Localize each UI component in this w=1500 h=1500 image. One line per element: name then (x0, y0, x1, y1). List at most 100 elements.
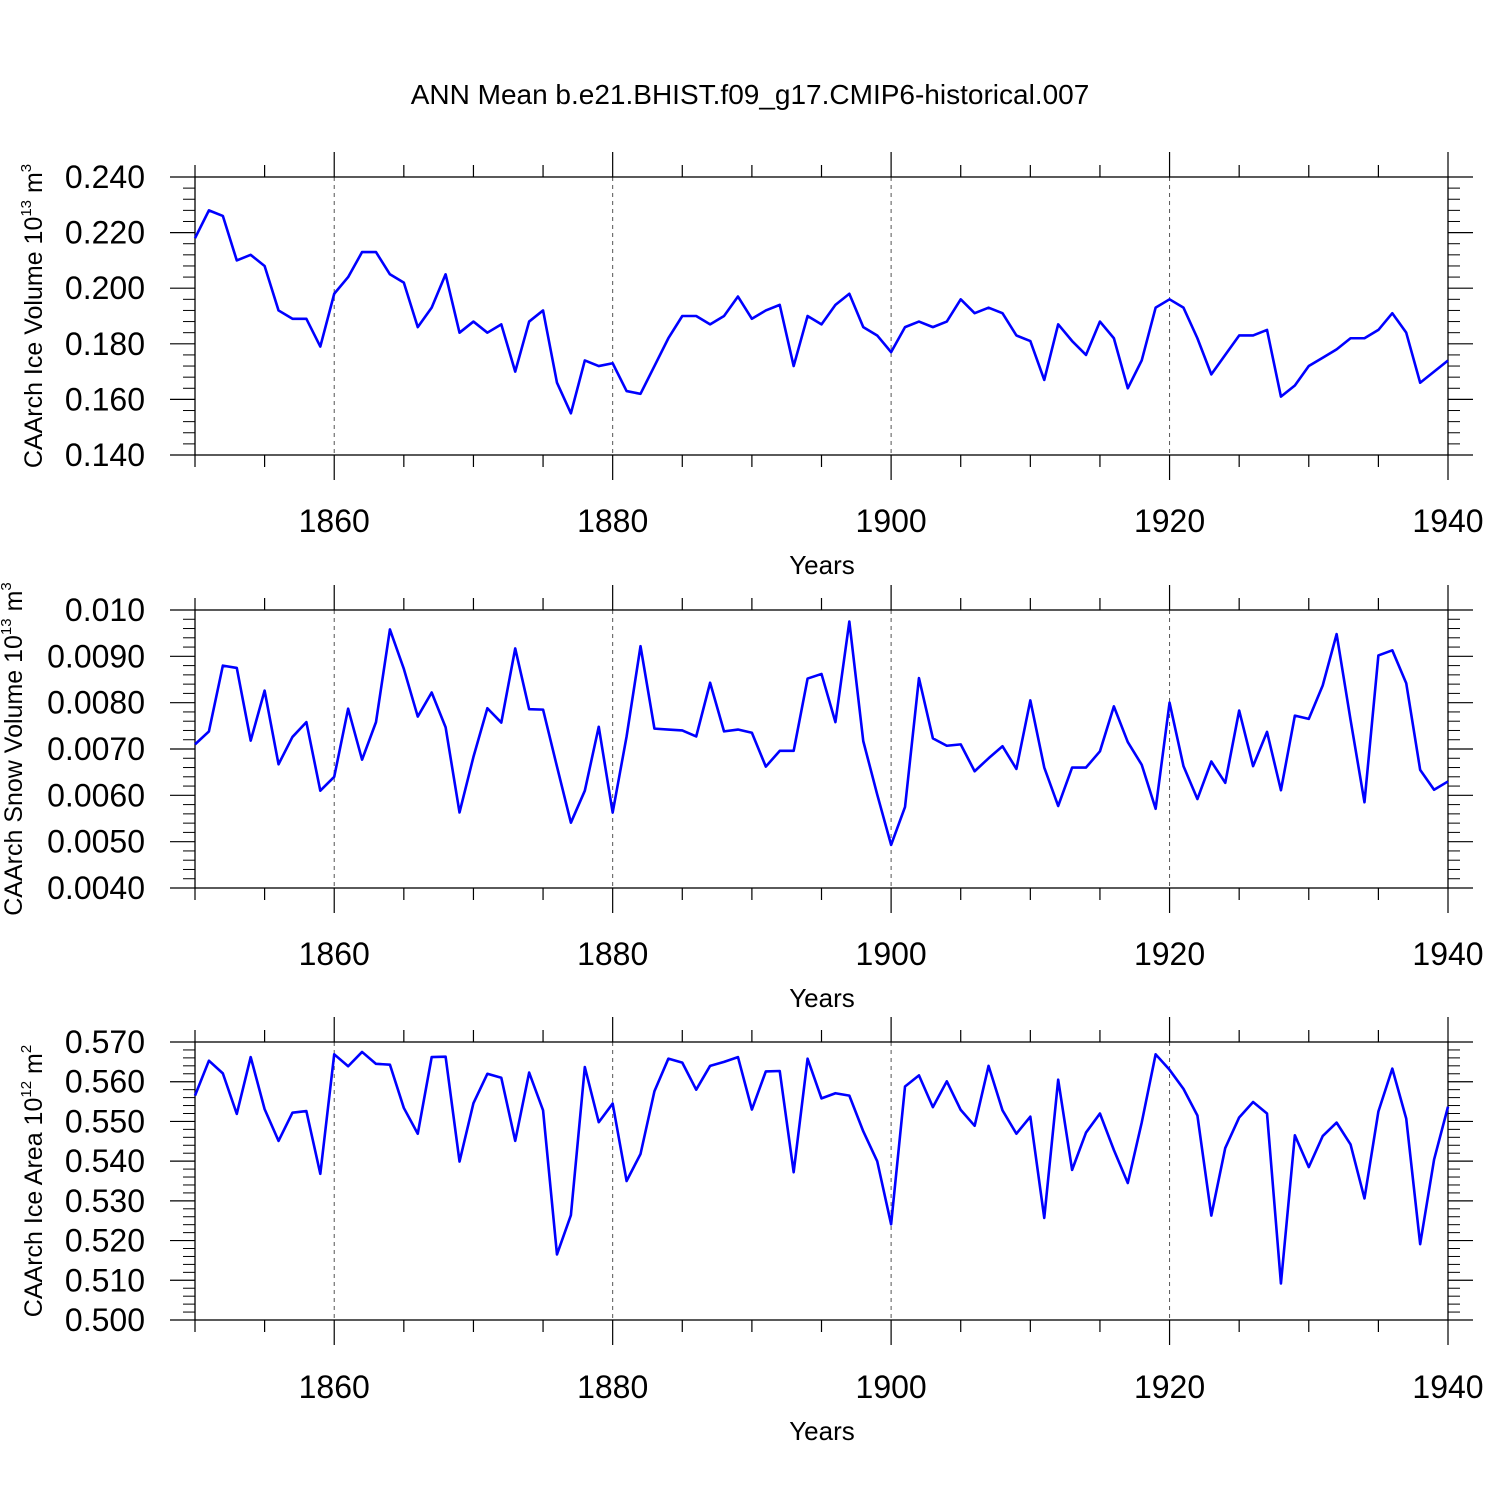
data-point (195, 1095, 196, 1096)
data-point (403, 282, 404, 283)
x-tick-label: 1880 (577, 1369, 648, 1405)
data-point (1141, 360, 1142, 361)
y-axis-label-text: CAArch Snow Volume 10 (0, 635, 28, 916)
data-point (1253, 766, 1254, 767)
data-point (1406, 1118, 1407, 1119)
data-point (306, 318, 307, 319)
data-point (1225, 1148, 1226, 1149)
data-point (1086, 1132, 1087, 1133)
data-point (570, 413, 571, 414)
x-axis-label: Years (789, 983, 855, 1013)
data-point (1378, 329, 1379, 330)
data-point (905, 327, 906, 328)
data-point (1127, 742, 1128, 743)
data-point (891, 1224, 892, 1225)
data-point (960, 1109, 961, 1110)
data-point (640, 1153, 641, 1154)
y-tick-label: 0.500 (65, 1302, 145, 1338)
data-point (1197, 338, 1198, 339)
y-tick-label: 0.0060 (47, 777, 145, 813)
data-point (584, 1067, 585, 1068)
x-tick-label: 1920 (1134, 503, 1205, 539)
x-tick-label: 1940 (1412, 1369, 1483, 1405)
data-point (473, 756, 474, 757)
data-point (222, 665, 223, 666)
data-point (1155, 307, 1156, 308)
data-point (751, 318, 752, 319)
y-axis-label-text: CAArch Ice Area 10 (20, 1098, 48, 1318)
data-point (1155, 1054, 1156, 1055)
data-point (292, 736, 293, 737)
data-point (682, 316, 683, 317)
y-tick-label: 0.550 (65, 1103, 145, 1139)
data-point (1183, 1088, 1184, 1089)
data-point (222, 215, 223, 216)
data-point (1448, 781, 1449, 782)
data-point (626, 736, 627, 737)
data-point (779, 1070, 780, 1071)
data-point (1113, 338, 1114, 339)
data-point (710, 682, 711, 683)
data-point (570, 1215, 571, 1216)
x-axis-label: Years (789, 550, 855, 580)
data-point (1030, 341, 1031, 342)
data-point (988, 1065, 989, 1066)
data-point (1280, 790, 1281, 791)
data-point (1308, 1167, 1309, 1168)
data-point (1002, 313, 1003, 314)
data-point (334, 776, 335, 777)
data-point (946, 1081, 947, 1082)
y-axis-label: CAArch Ice Volume 1013 m3 (18, 164, 48, 468)
data-point (264, 1109, 265, 1110)
data-point (320, 1173, 321, 1174)
data-point (1099, 751, 1100, 752)
data-point (1406, 683, 1407, 684)
data-point (1113, 1150, 1114, 1151)
data-point (1280, 1283, 1281, 1284)
data-point (208, 1060, 209, 1061)
data-point (849, 1095, 850, 1096)
data-point (543, 310, 544, 311)
data-point (626, 391, 627, 392)
data-point (1072, 341, 1073, 342)
data-point (724, 731, 725, 732)
data-point (1308, 366, 1309, 367)
data-point (195, 744, 196, 745)
data-point (417, 1133, 418, 1134)
y-tick-label: 0.0080 (47, 685, 145, 721)
data-point (389, 629, 390, 630)
data-point (1364, 1198, 1365, 1199)
data-point (1183, 766, 1184, 767)
data-point (473, 1103, 474, 1104)
data-point (1448, 360, 1449, 361)
data-point (1350, 338, 1351, 339)
x-tick-label: 1920 (1134, 936, 1205, 972)
data-point (779, 750, 780, 751)
data-point (529, 709, 530, 710)
data-point (1099, 321, 1100, 322)
chart-title: ANN Mean b.e21.BHIST.f09_g17.CMIP6-histo… (411, 79, 1090, 110)
data-point (1169, 299, 1170, 300)
data-point (932, 738, 933, 739)
data-point (1169, 702, 1170, 703)
data-point (445, 1056, 446, 1057)
data-point (556, 382, 557, 383)
data-point (487, 332, 488, 333)
data-point (278, 310, 279, 311)
data-point (598, 366, 599, 367)
data-point (710, 1065, 711, 1066)
data-point (570, 822, 571, 823)
x-axis-label: Years (789, 1416, 855, 1446)
data-point (1364, 802, 1365, 803)
data-point (863, 327, 864, 328)
y-axis-label-exponent: 12 (18, 1081, 35, 1098)
data-point (974, 313, 975, 314)
data-point (1016, 1133, 1017, 1134)
data-point (1322, 357, 1323, 358)
data-point (1113, 706, 1114, 707)
data-point (1030, 700, 1031, 701)
y-tick-label: 0.180 (65, 326, 145, 362)
data-point (932, 327, 933, 328)
data-point (710, 324, 711, 325)
